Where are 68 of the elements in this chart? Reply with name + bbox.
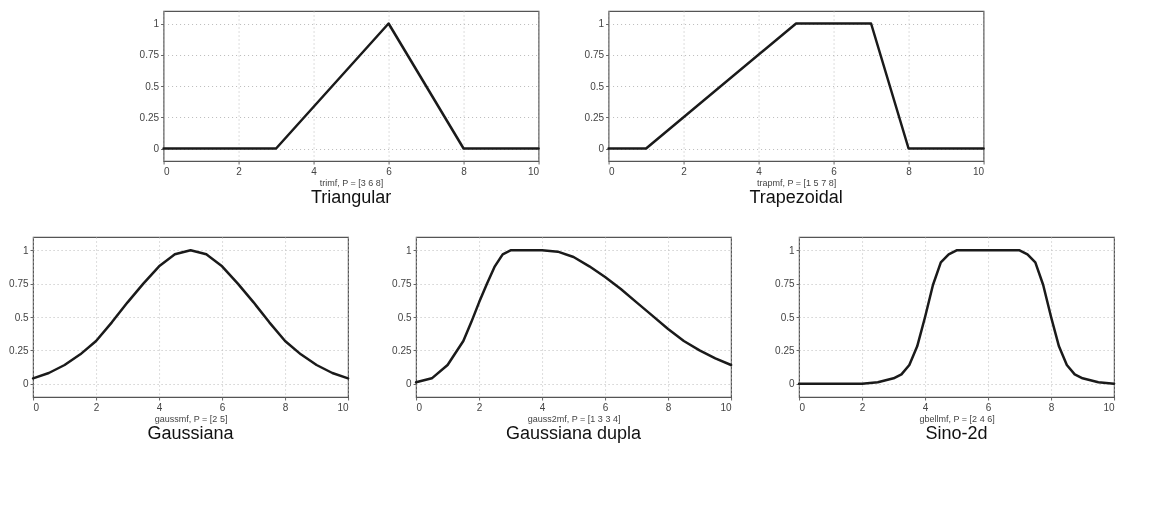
x-tick-label: 0 bbox=[33, 401, 40, 413]
x-tick-label: 2 bbox=[681, 165, 688, 177]
y-tick-label: 1 bbox=[23, 244, 30, 256]
x-tick-label: 10 bbox=[972, 165, 985, 177]
text: Gaussiana dupla bbox=[506, 423, 643, 443]
text: Gaussiana bbox=[147, 423, 235, 443]
line-series bbox=[797, 249, 1116, 385]
x-tick-label: 6 bbox=[386, 165, 393, 177]
y-tick-label: 0.75 bbox=[9, 278, 30, 290]
x-axis-title: trapmf, P = [1 5 7 8] bbox=[757, 177, 837, 188]
x-tick-label: 8 bbox=[461, 165, 468, 177]
line-series bbox=[31, 249, 350, 380]
y-tick-label: 0.5 bbox=[397, 311, 413, 323]
x-tick-label: 2 bbox=[859, 401, 866, 413]
y-tick-label: 1 bbox=[789, 244, 796, 256]
y-tick-label: 0.5 bbox=[590, 80, 605, 92]
y-tick-label: 1 bbox=[598, 18, 605, 29]
y-tick-label: 0.25 bbox=[775, 344, 796, 356]
x-tick-label: 6 bbox=[985, 401, 992, 413]
y-tick-label: 0.5 bbox=[780, 311, 796, 323]
y-tick-label: 0.25 bbox=[392, 344, 413, 356]
y-tick-label: 0 bbox=[153, 143, 160, 154]
x-axis-title: gaussmf, P = [2 5] bbox=[154, 413, 228, 424]
x-axis-title: gauss2mf, P = [1 3 3 4] bbox=[527, 413, 621, 424]
y-tick-label: 0.75 bbox=[775, 278, 796, 290]
y-tick-label: 0.75 bbox=[584, 49, 605, 61]
y-tick-label: 1 bbox=[406, 244, 413, 256]
x-tick-label: 4 bbox=[922, 401, 929, 413]
x-tick-label: 0 bbox=[416, 401, 423, 413]
text: Sino-2d bbox=[925, 423, 988, 443]
x-axis-title: trimf, P = [3 6 8] bbox=[319, 177, 384, 188]
x-tick-label: 10 bbox=[527, 165, 540, 177]
x-tick-label: 8 bbox=[282, 401, 289, 413]
text: Triangular bbox=[310, 187, 392, 207]
x-tick-label: 6 bbox=[602, 401, 609, 413]
y-tick-label: 0 bbox=[23, 378, 30, 390]
y-tick-label: 0 bbox=[598, 143, 605, 154]
y-tick-label: 1 bbox=[153, 18, 160, 29]
x-tick-label: 8 bbox=[1048, 401, 1055, 413]
x-tick-label: 2 bbox=[476, 401, 483, 413]
x-tick-label: 0 bbox=[609, 165, 616, 177]
x-tick-label: 10 bbox=[337, 401, 350, 413]
x-tick-label: 10 bbox=[1103, 401, 1116, 413]
y-tick-label: 0.5 bbox=[14, 311, 30, 323]
x-tick-label: 2 bbox=[93, 401, 100, 413]
x-tick-label: 8 bbox=[906, 165, 913, 177]
y-tick-label: 0.25 bbox=[584, 111, 605, 123]
x-tick-label: 6 bbox=[219, 401, 226, 413]
y-tick-label: 0 bbox=[406, 378, 413, 390]
x-tick-label: 0 bbox=[799, 401, 806, 413]
x-tick-label: 4 bbox=[756, 165, 763, 177]
x-axis-title: gbellmf, P = [2 4 6] bbox=[919, 413, 995, 424]
y-tick-label: 0.75 bbox=[392, 278, 413, 290]
x-tick-label: 4 bbox=[539, 401, 546, 413]
text: Trapezoidal bbox=[749, 187, 843, 207]
x-tick-label: 4 bbox=[311, 165, 318, 177]
x-tick-label: 6 bbox=[831, 165, 838, 177]
y-tick-label: 0.25 bbox=[139, 111, 160, 123]
line-series bbox=[414, 249, 733, 384]
y-tick-label: 0 bbox=[789, 378, 796, 390]
x-tick-label: 0 bbox=[164, 165, 171, 177]
x-tick-label: 10 bbox=[720, 401, 733, 413]
x-tick-label: 2 bbox=[236, 165, 243, 177]
x-tick-label: 8 bbox=[665, 401, 672, 413]
y-tick-label: 0.5 bbox=[145, 80, 160, 92]
y-tick-label: 0.75 bbox=[139, 49, 160, 61]
y-tick-label: 0.25 bbox=[9, 344, 30, 356]
x-tick-label: 4 bbox=[156, 401, 163, 413]
